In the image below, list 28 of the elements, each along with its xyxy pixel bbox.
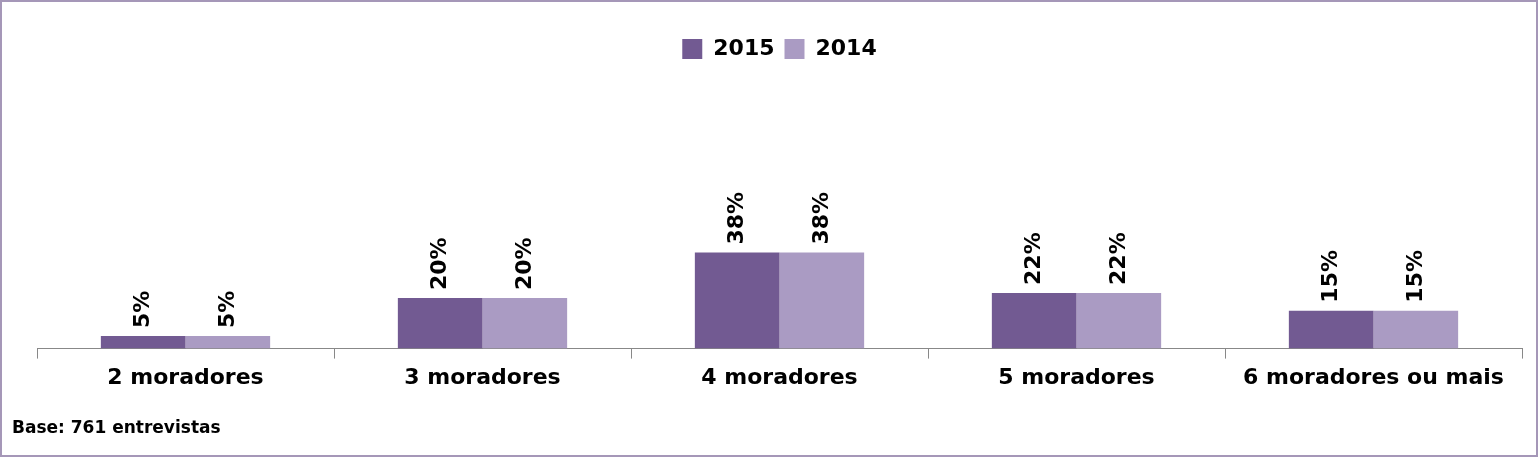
data-label: 38%: [722, 191, 748, 245]
data-label: 22%: [1019, 232, 1045, 285]
x-tick-label: 3 moradores: [404, 363, 561, 389]
bar: [100, 335, 186, 349]
bar: [991, 292, 1077, 349]
legend-label: 2015: [713, 34, 775, 60]
data-label: 5%: [213, 290, 239, 328]
data-label: 20%: [510, 237, 536, 291]
x-tick-label: 5 moradores: [998, 363, 1155, 389]
bar: [1373, 310, 1459, 349]
data-label: 15%: [1401, 250, 1427, 303]
data-label: 38%: [807, 191, 833, 245]
bar: [397, 298, 483, 349]
bar: [779, 252, 865, 349]
bar: [185, 335, 271, 349]
data-label: 20%: [425, 237, 451, 291]
x-tick-label: 6 moradores ou mais: [1243, 363, 1504, 389]
legend-label: 2014: [815, 34, 877, 60]
data-label: 22%: [1104, 232, 1130, 285]
x-tick-label: 2 moradores: [107, 363, 264, 389]
bar: [482, 298, 568, 349]
x-tick-label: 4 moradores: [701, 363, 858, 389]
bar: [1076, 292, 1162, 349]
data-label: 15%: [1316, 250, 1342, 303]
bar: [694, 252, 780, 349]
bar: [1288, 310, 1374, 349]
data-label: 5%: [128, 290, 154, 328]
text: Base: 761 entrevistas: [12, 417, 221, 437]
